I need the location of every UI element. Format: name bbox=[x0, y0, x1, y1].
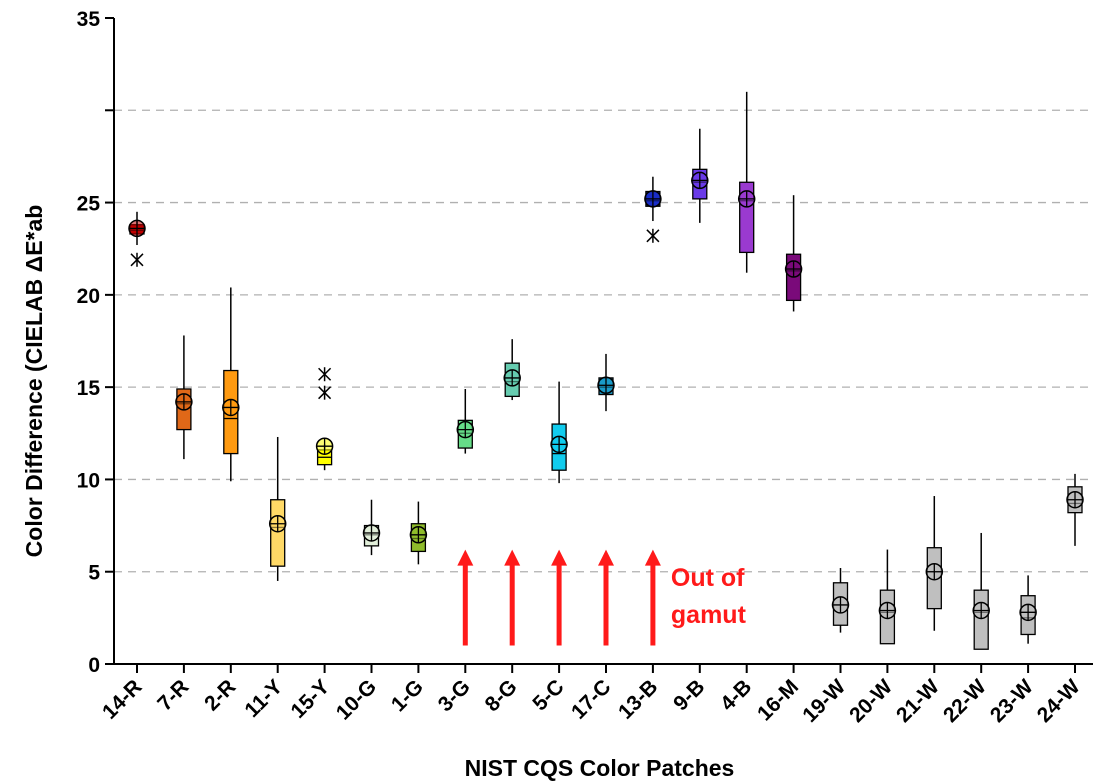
x-tick-label: 11-Y bbox=[240, 675, 287, 722]
x-tick-label: 1-G bbox=[387, 675, 428, 716]
x-tick-label: 9-B bbox=[669, 675, 709, 715]
y-tick-label: 10 bbox=[77, 469, 100, 492]
annotation-line-2: gamut bbox=[671, 601, 747, 629]
x-tick-label: 24-W bbox=[1033, 675, 1085, 727]
out-of-gamut-arrow-head bbox=[504, 549, 521, 566]
x-tick-label: 20-W bbox=[845, 675, 897, 727]
x-tick-label: 3-G bbox=[434, 675, 475, 716]
y-tick-label: 5 bbox=[88, 562, 100, 585]
out-of-gamut-arrow-head bbox=[457, 549, 474, 566]
out-of-gamut-arrow-head bbox=[551, 549, 568, 566]
x-tick-label: 22-W bbox=[939, 675, 991, 727]
y-tick-label: 15 bbox=[77, 377, 101, 400]
x-tick-label: 10-G bbox=[332, 675, 381, 724]
x-tick-label: 17-C bbox=[567, 675, 615, 723]
y-tick-label: 20 bbox=[77, 285, 100, 308]
x-tick-label: 21-W bbox=[892, 675, 944, 727]
y-tick-label: 35 bbox=[77, 8, 101, 31]
y-tick-label: 25 bbox=[77, 193, 101, 216]
x-tick-label: 4-B bbox=[716, 675, 756, 715]
box-22-W bbox=[973, 589, 989, 650]
box-11-Y bbox=[270, 499, 286, 567]
x-tick-label: 19-W bbox=[798, 675, 850, 727]
y-axis-title: Color Difference (CIELAB ΔE*ab bbox=[21, 205, 47, 558]
out-of-gamut-arrow-head bbox=[598, 549, 614, 566]
x-tick-label: 14-R bbox=[98, 675, 146, 723]
x-tick-label: 8-G bbox=[481, 675, 522, 716]
annotation-line-1: Out of bbox=[671, 564, 745, 592]
x-tick-label: 15-Y bbox=[287, 675, 335, 723]
x-tick-label: 16-M bbox=[753, 675, 803, 725]
y-tick-label: 0 bbox=[88, 654, 100, 677]
out-of-gamut-arrow-head bbox=[644, 549, 661, 566]
x-tick-label: 23-W bbox=[986, 675, 1038, 727]
x-axis-title: NIST CQS Color Patches bbox=[465, 755, 735, 781]
x-tick-label: 2-R bbox=[200, 675, 240, 715]
x-tick-label: 13-B bbox=[614, 675, 662, 723]
x-tick-label: 5-C bbox=[528, 675, 568, 715]
x-tick-label: 7-R bbox=[153, 675, 193, 715]
